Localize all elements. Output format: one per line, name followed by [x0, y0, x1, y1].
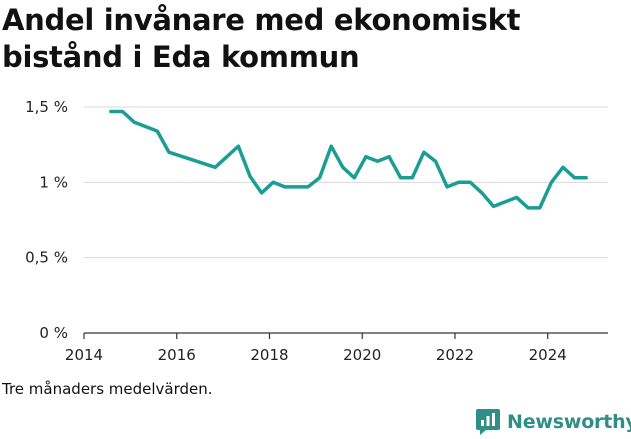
y-tick-label: 1 % — [39, 173, 68, 191]
data-line — [109, 109, 588, 210]
brand-name: Newsworthy — [507, 411, 631, 433]
y-tick-label: 0,5 % — [25, 249, 68, 267]
x-tick-label: 2016 — [158, 346, 196, 364]
x-tick-label: 2020 — [343, 346, 381, 364]
footnote: Tre månaders medelvärden. — [2, 380, 213, 398]
brand-logo: Newsworthy — [476, 406, 631, 438]
x-tick-labels: 2014 2016 2018 2020 2022 2024 — [65, 346, 567, 364]
x-tick-label: 2018 — [250, 346, 288, 364]
x-axis — [83, 332, 608, 339]
chart-title: Andel invånare med ekonomiskt bistånd i … — [2, 3, 521, 74]
x-tick-label: 2022 — [436, 346, 474, 364]
line-chart: 0 % 0,5 % 1 % 1,5 % 2014 2016 2018 2020 2022 202… — [25, 98, 608, 364]
x-tick-label: 2024 — [529, 346, 567, 364]
y-tick-labels: 0 % 0,5 % 1 % 1,5 % — [25, 98, 68, 342]
y-tick-label: 0 % — [39, 324, 68, 342]
y-tick-label: 1,5 % — [25, 98, 68, 116]
x-tick-label: 2014 — [65, 346, 103, 364]
grid-lines — [84, 106, 608, 259]
bar-chart-logo-icon — [476, 409, 500, 435]
